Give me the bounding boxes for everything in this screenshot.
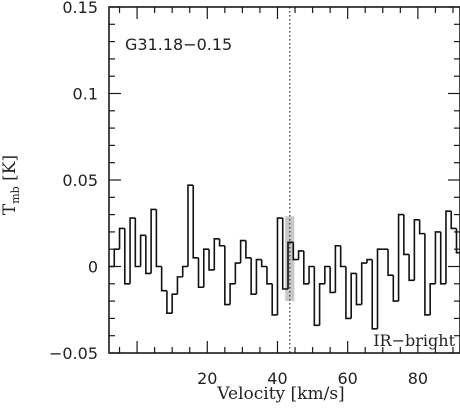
- spectrum-step: [297, 250, 304, 260]
- y-tick-label: 0.1: [73, 85, 98, 104]
- spectrum-step: [218, 238, 225, 247]
- spectrum-step: [434, 231, 441, 284]
- spectrum-step: [455, 228, 460, 254]
- y-tick-label: 0: [88, 258, 98, 277]
- spectrum-step: [339, 245, 346, 268]
- spectrum-step: [208, 249, 215, 271]
- x-tick-label: 80: [408, 369, 428, 388]
- spectrum-step: [260, 259, 267, 268]
- spectrum-step: [176, 276, 183, 295]
- spectrum-step: [429, 283, 436, 315]
- tick-layer: 20 40 60 80 −0.05 0 0.05 0.1 0.15: [49, 0, 460, 388]
- spectrum-step: [202, 248, 210, 288]
- y-axis-title-unit: [K]: [0, 155, 20, 181]
- spectrum-step: [403, 214, 410, 256]
- spectrum-step: [287, 241, 294, 289]
- plot-frame: [108, 6, 460, 354]
- spectrum-step: [445, 210, 452, 284]
- spectrum-step: [276, 217, 283, 315]
- spectrum-step: [197, 257, 204, 289]
- condition-label: IR−bright: [373, 331, 455, 350]
- plot-layer: [109, 7, 460, 353]
- spectrum-step: [224, 245, 231, 306]
- spectrum-step: [324, 265, 331, 284]
- spectrum-step: [355, 273, 362, 306]
- spectrum-step: [450, 211, 457, 230]
- spectrum-step: [281, 218, 289, 290]
- spectrum-step: [345, 266, 352, 320]
- spectrum-step: [155, 209, 162, 268]
- spectrum-step: [371, 259, 378, 330]
- spectrum-step: [134, 218, 141, 268]
- spectrum-step: [239, 239, 246, 264]
- spectrum-step: [150, 208, 157, 274]
- spectrum-step: [271, 283, 278, 316]
- spectrum-step: [250, 257, 257, 295]
- spectrum-step: [139, 234, 146, 267]
- shaded-region: [285, 216, 295, 302]
- spectrum-step: [192, 185, 199, 259]
- spectrum-step: [424, 233, 431, 316]
- svg-text:Tmb [K]: Tmb [K]: [0, 155, 22, 215]
- spectrum-step: [397, 213, 404, 302]
- spectrum-step: [234, 262, 241, 284]
- x-tick-label: 40: [267, 369, 287, 388]
- spectrum-step: [350, 272, 357, 319]
- spectrum-step: [129, 217, 136, 284]
- spectrum-step: [171, 293, 178, 314]
- spectrum-step: [145, 235, 152, 275]
- spectrum-step: [245, 240, 252, 259]
- spectrum-step: [303, 250, 310, 285]
- spectrum-step: [113, 248, 120, 267]
- spectrum-step: [118, 227, 125, 250]
- spectrum-step: [329, 266, 336, 294]
- spectrum-step: [292, 242, 299, 261]
- spectrum-step: [308, 265, 315, 284]
- spectrum-step: [166, 290, 173, 315]
- spectrum-step: [392, 275, 399, 302]
- spectrum-step: [318, 283, 325, 326]
- y-axis-title-main: T: [0, 203, 20, 215]
- y-axis-title: Tmb [K]: [0, 155, 22, 215]
- spectrum-step: [439, 231, 446, 285]
- spectrum-step: [229, 283, 236, 305]
- source-label: G31.18−0.15: [125, 35, 232, 54]
- y-tick-label: 0.05: [62, 171, 98, 190]
- y-axis-title-sub: mb: [9, 186, 22, 203]
- spectrum-step: [376, 248, 383, 329]
- spectrum-step: [334, 244, 341, 293]
- spectrum-step: [413, 218, 420, 281]
- spectrum-step: [366, 258, 373, 264]
- spectrum-step: [160, 266, 167, 292]
- spectrum-step: [123, 228, 131, 285]
- spectrum-step: [266, 266, 273, 285]
- spectrum-step: [187, 184, 194, 267]
- x-axis-title: Velocity [km/s]: [216, 384, 344, 404]
- spectrum-step: [387, 249, 394, 276]
- x-tick-label: 20: [197, 369, 217, 388]
- y-tick-label: 0.15: [62, 0, 98, 17]
- spectrum-step: [213, 238, 220, 270]
- spectrum-step: [313, 266, 320, 327]
- spectrum-step: [255, 258, 262, 295]
- x-tick-label: 60: [338, 369, 358, 388]
- spectrum-step: [181, 265, 188, 277]
- spectrum-step: [418, 219, 425, 235]
- spectrum-step: [408, 254, 415, 282]
- spectrum-step: [360, 262, 367, 305]
- y-tick-label: −0.05: [49, 344, 98, 363]
